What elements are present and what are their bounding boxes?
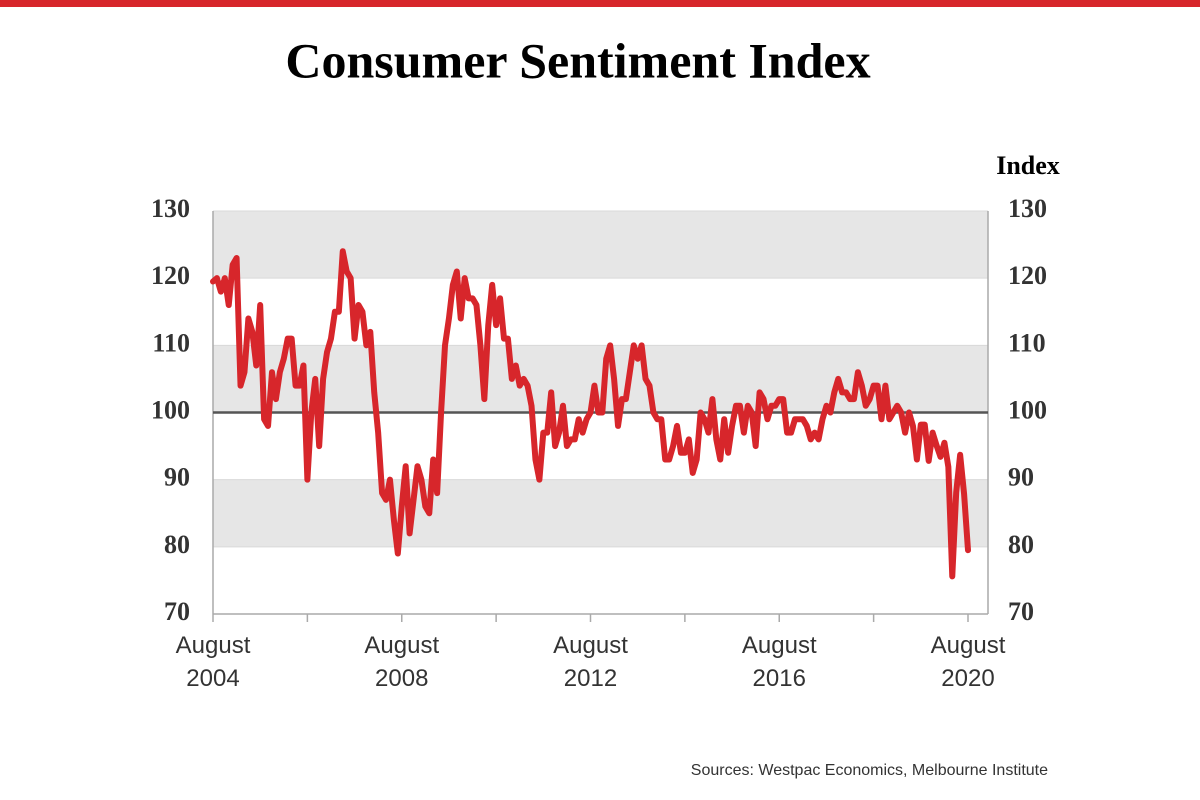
top-bar xyxy=(0,0,1200,7)
grid-band xyxy=(213,211,988,279)
grid-band xyxy=(213,479,988,547)
series-line xyxy=(210,248,971,580)
y-tick-label: 120 xyxy=(151,261,190,290)
y2-tick-label: 90 xyxy=(1008,463,1034,492)
y-tick-label: 100 xyxy=(151,395,190,424)
y2-tick-label: 100 xyxy=(1008,395,1047,424)
y-tick-label: 80 xyxy=(164,530,190,559)
source: Sources: Westpac Economics, Melbourne In… xyxy=(691,762,1048,779)
y2-tick-label: 110 xyxy=(1008,328,1046,357)
x-tick-label: August 2016 xyxy=(742,632,817,692)
y-tick-label: 70 xyxy=(164,597,190,626)
y-tick-label: 90 xyxy=(164,463,190,492)
y2-tick-label: 120 xyxy=(1008,261,1047,290)
x-tick-label: August 2012 xyxy=(553,632,628,692)
x-tick-label: August 2008 xyxy=(364,632,439,692)
grid-bands xyxy=(213,211,988,547)
chart-title: Consumer Sentiment Index xyxy=(285,32,870,88)
y2-tick-label: 130 xyxy=(1008,194,1047,223)
y-tick-label: 110 xyxy=(152,328,190,357)
x-tick-label: August 2004 xyxy=(176,632,251,692)
y2-tick-label: 70 xyxy=(1008,597,1034,626)
y2-tick-label: 80 xyxy=(1008,530,1034,559)
y-axis-title: Index xyxy=(996,151,1060,180)
x-tick-label: August 2020 xyxy=(931,632,1006,692)
y-tick-label: 130 xyxy=(151,194,190,223)
